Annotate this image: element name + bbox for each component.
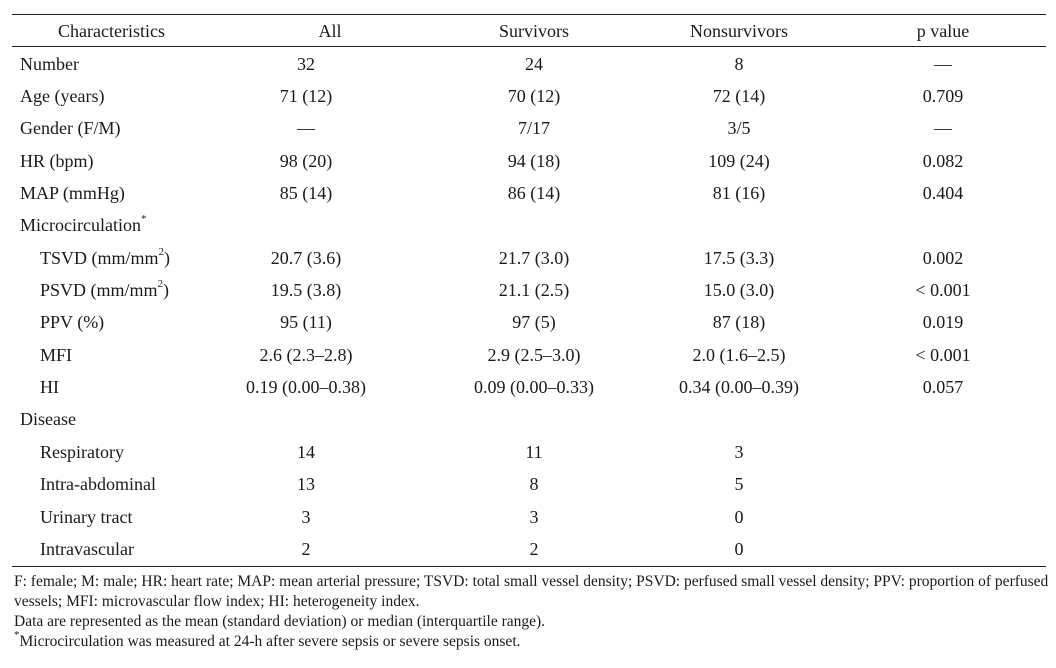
cell-nonsurvivors: 15.0 (3.0) bbox=[703, 280, 775, 300]
cell-p-value: 0.404 bbox=[922, 183, 964, 203]
table-row: TSVD (mm/mm2) 20.7 (3.6) 21.7 (3.0) 17.5… bbox=[12, 242, 1046, 274]
table-row: MFI 2.6 (2.3–2.8) 2.9 (2.5–3.0) 2.0 (1.6… bbox=[12, 339, 1046, 371]
row-label: Urinary tract bbox=[40, 507, 133, 527]
table-row: Intravascular 2 2 0 bbox=[12, 533, 1046, 565]
row-label: Respiratory bbox=[40, 442, 124, 462]
cell-all: 98 (20) bbox=[279, 151, 333, 171]
table-row: Age (years) 71 (12) 70 (12) 72 (14) 0.70… bbox=[12, 80, 1046, 112]
cell-p-value: 0.019 bbox=[922, 312, 964, 332]
cell-survivors: 21.1 (2.5) bbox=[498, 280, 570, 300]
table-section-row: Microcirculation* bbox=[12, 209, 1046, 241]
cell-nonsurvivors: 72 (14) bbox=[712, 86, 766, 106]
table-row: PSVD (mm/mm2) 19.5 (3.8) 21.1 (2.5) 15.0… bbox=[12, 274, 1046, 306]
cell-all: 13 bbox=[297, 474, 315, 494]
cell-all: 0.19 (0.00–0.38) bbox=[246, 377, 366, 397]
cell-survivors: 86 (14) bbox=[507, 183, 561, 203]
row-label: HI bbox=[40, 377, 59, 397]
table-header-row: Characteristics All Survivors Nonsurvivo… bbox=[12, 16, 1046, 46]
header-p-value: p value bbox=[916, 21, 970, 41]
cell-nonsurvivors: 2.0 (1.6–2.5) bbox=[692, 345, 786, 365]
cell-survivors: 7/17 bbox=[517, 118, 551, 138]
row-label: MFI bbox=[40, 345, 73, 365]
table-header-rule bbox=[12, 46, 1046, 47]
footnote-mark: * bbox=[14, 628, 20, 641]
table-row: PPV (%) 95 (11) 97 (5) 87 (18) 0.019 bbox=[12, 306, 1046, 338]
cell-survivors: 2.9 (2.5–3.0) bbox=[487, 345, 581, 365]
cell-all: 85 (14) bbox=[279, 183, 333, 203]
cell-survivors: 97 (5) bbox=[512, 312, 556, 332]
cell-nonsurvivors: 81 (16) bbox=[712, 183, 766, 203]
cell-survivors: 21.7 (3.0) bbox=[498, 248, 570, 268]
row-label: TSVD (mm/mm2) bbox=[40, 246, 171, 269]
section-label-microcirculation: Microcirculation* bbox=[20, 213, 147, 236]
cell-nonsurvivors: 17.5 (3.3) bbox=[703, 248, 775, 268]
cell-nonsurvivors: 8 bbox=[734, 54, 744, 74]
header-nonsurvivors: Nonsurvivors bbox=[690, 21, 788, 41]
cell-all: 95 (11) bbox=[280, 312, 332, 332]
cell-all: — bbox=[297, 118, 315, 138]
table-top-rule bbox=[12, 14, 1046, 15]
table-bottom-rule bbox=[12, 566, 1046, 567]
cell-survivors: 8 bbox=[529, 474, 539, 494]
cell-survivors: 2 bbox=[529, 539, 539, 559]
cell-p-value: 0.709 bbox=[922, 86, 964, 106]
row-label: PSVD (mm/mm2) bbox=[40, 278, 170, 301]
footnote-mark: * bbox=[140, 213, 147, 225]
footnote-representation: Data are represented as the mean (standa… bbox=[14, 613, 546, 630]
cell-p-value: 0.082 bbox=[922, 151, 964, 171]
cell-survivors: 94 (18) bbox=[507, 151, 561, 171]
cell-all: 2 bbox=[301, 539, 311, 559]
cell-nonsurvivors: 5 bbox=[734, 474, 744, 494]
cell-p-value: < 0.001 bbox=[915, 345, 971, 365]
header-survivors: Survivors bbox=[498, 21, 570, 41]
table-row: MAP (mmHg) 85 (14) 86 (14) 81 (16) 0.404 bbox=[12, 177, 1046, 209]
header-all: All bbox=[318, 21, 342, 41]
table-section-row: Disease bbox=[12, 403, 1046, 435]
cell-survivors: 11 bbox=[525, 442, 543, 462]
cell-nonsurvivors: 0 bbox=[734, 507, 744, 527]
cell-nonsurvivors: 3/5 bbox=[727, 118, 751, 138]
table-row: Gender (F/M) — 7/17 3/5 — bbox=[12, 112, 1046, 144]
cell-p-value: — bbox=[934, 118, 952, 138]
table-row: HI 0.19 (0.00–0.38) 0.09 (0.00–0.33) 0.3… bbox=[12, 371, 1046, 403]
cell-survivors: 24 bbox=[525, 54, 543, 74]
cell-nonsurvivors: 0 bbox=[734, 539, 744, 559]
cell-p-value: 0.002 bbox=[922, 248, 964, 268]
cell-all: 32 bbox=[297, 54, 315, 74]
cell-p-value: < 0.001 bbox=[915, 280, 971, 300]
cell-survivors: 0.09 (0.00–0.33) bbox=[474, 377, 594, 397]
cell-all: 71 (12) bbox=[279, 86, 333, 106]
cell-nonsurvivors: 3 bbox=[734, 442, 744, 462]
table-row: HR (bpm) 98 (20) 94 (18) 109 (24) 0.082 bbox=[12, 145, 1046, 177]
footnote-abbreviations: F: female; M: male; HR: heart rate; MAP:… bbox=[14, 573, 1049, 610]
row-label: Number bbox=[20, 54, 79, 74]
cell-all: 3 bbox=[301, 507, 311, 527]
cell-survivors: 70 (12) bbox=[507, 86, 561, 106]
cell-all: 2.6 (2.3–2.8) bbox=[259, 345, 353, 365]
table-row: Intra-abdominal 13 8 5 bbox=[12, 468, 1046, 500]
row-label: Gender (F/M) bbox=[20, 118, 121, 138]
cell-nonsurvivors: 109 (24) bbox=[708, 151, 770, 171]
table-row: Respiratory 14 11 3 bbox=[12, 436, 1046, 468]
row-label: MAP (mmHg) bbox=[20, 183, 125, 203]
row-label: Age (years) bbox=[20, 86, 105, 106]
cell-nonsurvivors: 87 (18) bbox=[712, 312, 766, 332]
cell-p-value: 0.057 bbox=[922, 377, 964, 397]
cell-nonsurvivors: 0.34 (0.00–0.39) bbox=[679, 377, 799, 397]
table-row: Urinary tract 3 3 0 bbox=[12, 501, 1046, 533]
cell-survivors: 3 bbox=[529, 507, 539, 527]
cell-all: 14 bbox=[297, 442, 315, 462]
cell-p-value: — bbox=[934, 54, 952, 74]
cell-all: 20.7 (3.6) bbox=[270, 248, 342, 268]
table-row: Number 32 24 8 — bbox=[12, 48, 1046, 80]
footnote-microcirculation: *Microcirculation was measured at 24-h a… bbox=[14, 628, 521, 650]
cell-all: 19.5 (3.8) bbox=[270, 280, 342, 300]
row-label: PPV (%) bbox=[40, 312, 105, 332]
section-label-disease: Disease bbox=[20, 409, 76, 429]
row-label: Intravascular bbox=[40, 539, 134, 559]
row-label: HR (bpm) bbox=[20, 151, 94, 171]
row-label: Intra-abdominal bbox=[40, 474, 156, 494]
header-characteristics: Characteristics bbox=[58, 21, 165, 41]
table-footnotes: F: female; M: male; HR: heart rate; MAP:… bbox=[14, 572, 1050, 652]
